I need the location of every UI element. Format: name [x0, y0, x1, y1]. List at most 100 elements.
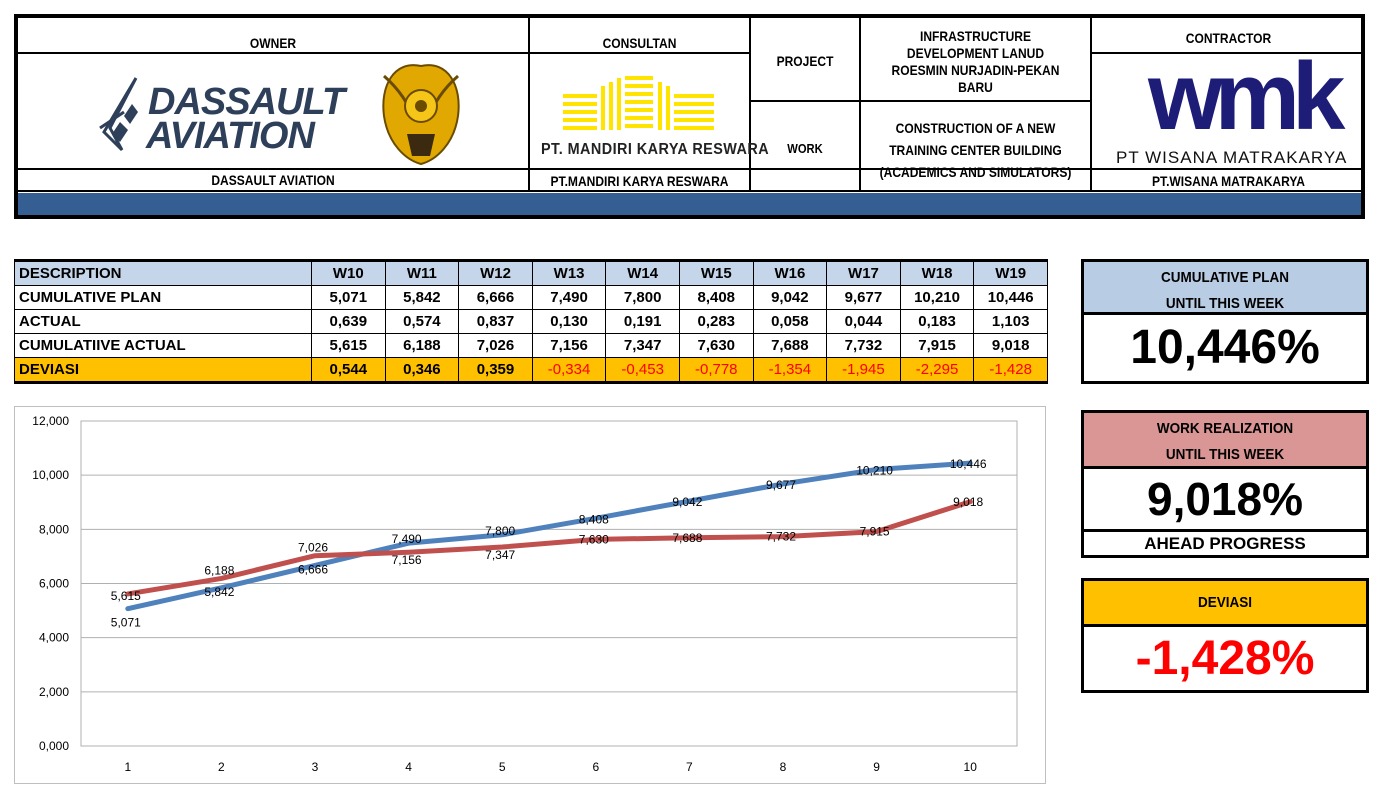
table-cell: 0,183	[899, 309, 975, 334]
table-cell: 7,732	[826, 333, 901, 358]
divider	[859, 18, 861, 190]
table-cell: 5,842	[384, 285, 460, 310]
column-header: W11	[384, 259, 460, 286]
divider	[1090, 52, 1365, 54]
progress-status: AHEAD PROGRESS	[1144, 534, 1306, 553]
data-label: 9,042	[672, 495, 702, 509]
column-header: W12	[458, 259, 533, 286]
data-label: 7,688	[672, 531, 702, 545]
wmk-logo: wmk	[1148, 43, 1345, 150]
data-label: 7,915	[860, 525, 890, 539]
work-value: CONSTRUCTION OF A NEW TRAINING CENTER BU…	[879, 120, 1072, 180]
table-cell: 5,071	[311, 285, 386, 310]
data-label: 7,732	[766, 530, 796, 544]
column-header: W15	[678, 259, 754, 286]
report-header: OWNER DASSAULT AVIATION DASSAULT AVIATIO…	[14, 14, 1365, 219]
table-cell: -0,778	[678, 357, 754, 384]
dassault-logo-line2: AVIATION	[146, 115, 315, 157]
dassault-logo-line1: DASSAULT	[148, 81, 345, 123]
divider	[749, 100, 1092, 102]
table-cell: -0,334	[531, 357, 607, 384]
table-header-row: DESCRIPTION W10 W11 W12 W13 W14 W15 W16 …	[14, 259, 1048, 286]
y-tick-label: 8,000	[39, 522, 69, 536]
y-tick-label: 6,000	[39, 577, 69, 591]
y-tick-label: 12,000	[32, 414, 69, 428]
contractor-name: PT.WISANA MATRAKARYA	[1152, 173, 1305, 189]
work-realization-box: WORK REALIZATION UNTIL THIS WEEK 9,018% …	[1081, 410, 1369, 558]
column-header: W14	[605, 259, 680, 286]
table-cell: 0,574	[384, 309, 460, 334]
data-label: 7,630	[579, 532, 609, 546]
consultant-label: CONSULTAN	[602, 35, 677, 51]
cumulative-plan-title-1: CUMULATIVE PLAN	[1161, 269, 1289, 286]
table-row-cumulative-actual: CUMULATIIVE ACTUAL 5,615 6,188 7,026 7,1…	[14, 333, 1048, 358]
x-tick-label: 6	[592, 760, 599, 774]
divider	[528, 18, 530, 190]
table-cell: 7,156	[531, 333, 607, 358]
deviasi-header: DEVIASI	[1084, 581, 1366, 627]
x-tick-label: 10	[964, 760, 978, 774]
table-row-deviasi: DEVIASI 0,544 0,346 0,359 -0,334 -0,453 …	[14, 357, 1048, 384]
row-label: CUMULATIVE PLAN	[14, 285, 312, 310]
contractor-label: CONTRACTOR	[1185, 30, 1272, 46]
table-cell: 0,359	[458, 357, 533, 384]
table-cell: 7,347	[605, 333, 680, 358]
column-header: W18	[899, 259, 975, 286]
y-tick-label: 4,000	[39, 631, 69, 645]
data-label: 7,347	[485, 548, 515, 562]
table-cell: 9,042	[752, 285, 828, 310]
divider	[18, 52, 530, 54]
deviasi-value: -1,428%	[1135, 632, 1315, 685]
data-label: 10,210	[856, 463, 893, 477]
divider	[18, 168, 1365, 170]
progress-table: DESCRIPTION W10 W11 W12 W13 W14 W15 W16 …	[14, 259, 1048, 384]
table-cell: 10,210	[899, 285, 975, 310]
data-label: 9,677	[766, 478, 796, 492]
line-chart: 0,000 2,000 4,000 6,000 8,000 10,000 12,000 1 2 3…	[32, 414, 1018, 774]
table-cell: -0,453	[605, 357, 680, 384]
table-cell: 0,130	[531, 309, 607, 334]
divider	[528, 52, 751, 54]
row-label: ACTUAL	[14, 309, 312, 334]
table-cell: -1,945	[826, 357, 901, 384]
deviasi-box: DEVIASI -1,428%	[1081, 578, 1369, 693]
table-cell: 6,666	[458, 285, 533, 310]
consultant-name: PT.MANDIRI KARYA RESWARA	[550, 173, 729, 189]
work-realization-title-2: UNTIL THIS WEEK	[1165, 446, 1285, 463]
data-label: 7,490	[392, 532, 422, 546]
x-tick-label: 3	[312, 760, 319, 774]
table-row-actual: ACTUAL 0,639 0,574 0,837 0,130 0,191 0,2…	[14, 309, 1048, 334]
cumulative-plan-header: CUMULATIVE PLAN UNTIL THIS WEEK	[1084, 262, 1366, 315]
table-cell: 7,688	[752, 333, 828, 358]
column-header: W13	[531, 259, 607, 286]
data-label: 10,446	[950, 457, 987, 471]
progress-chart: 0,000 2,000 4,000 6,000 8,000 10,000 12,000 1 2 3…	[14, 406, 1046, 784]
table-cell: 7,800	[605, 285, 680, 310]
table-cell: 0,544	[311, 357, 386, 384]
project-value: INFRASTRUCTURE DEVELOPMENT LANUD ROESMIN…	[891, 28, 1060, 95]
table-cell: 6,188	[384, 333, 460, 358]
table-cell: 0,058	[752, 309, 828, 334]
data-label: 6,666	[298, 562, 328, 576]
row-label: DEVIASI	[14, 357, 312, 384]
table-cell: 5,615	[311, 333, 386, 358]
table-cell: 7,915	[899, 333, 975, 358]
cumulative-plan-value: 10,446%	[1130, 321, 1320, 374]
table-cell: 1,103	[973, 309, 1048, 334]
data-label: 9,018	[953, 495, 983, 509]
table-cell: 0,639	[311, 309, 386, 334]
x-tick-label: 5	[499, 760, 506, 774]
x-tick-label: 7	[686, 760, 693, 774]
work-realization-header: WORK REALIZATION UNTIL THIS WEEK	[1084, 413, 1366, 469]
table-cell: 9,677	[826, 285, 901, 310]
data-label: 5,842	[204, 585, 234, 599]
y-tick-label: 10,000	[32, 468, 69, 482]
table-cell: -1,428	[973, 357, 1048, 384]
work-realization-title-1: WORK REALIZATION	[1156, 420, 1294, 437]
cumulative-plan-box: CUMULATIVE PLAN UNTIL THIS WEEK 10,446%	[1081, 259, 1369, 384]
deviasi-title: DEVIASI	[1197, 594, 1252, 611]
owner-label: OWNER	[249, 35, 297, 51]
air-force-emblem-icon	[382, 64, 460, 166]
data-label: 7,026	[298, 541, 328, 555]
divider	[18, 190, 1365, 192]
